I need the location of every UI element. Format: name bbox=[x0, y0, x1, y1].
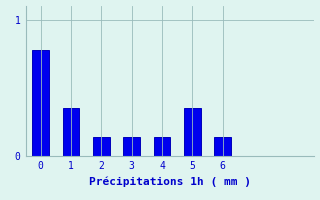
Bar bbox=[93, 137, 110, 156]
Bar bbox=[32, 50, 49, 156]
Bar bbox=[63, 108, 79, 156]
Bar bbox=[214, 137, 231, 156]
Bar bbox=[124, 137, 140, 156]
Bar bbox=[184, 108, 201, 156]
X-axis label: Précipitations 1h ( mm ): Précipitations 1h ( mm ) bbox=[89, 176, 251, 187]
Bar bbox=[154, 137, 170, 156]
